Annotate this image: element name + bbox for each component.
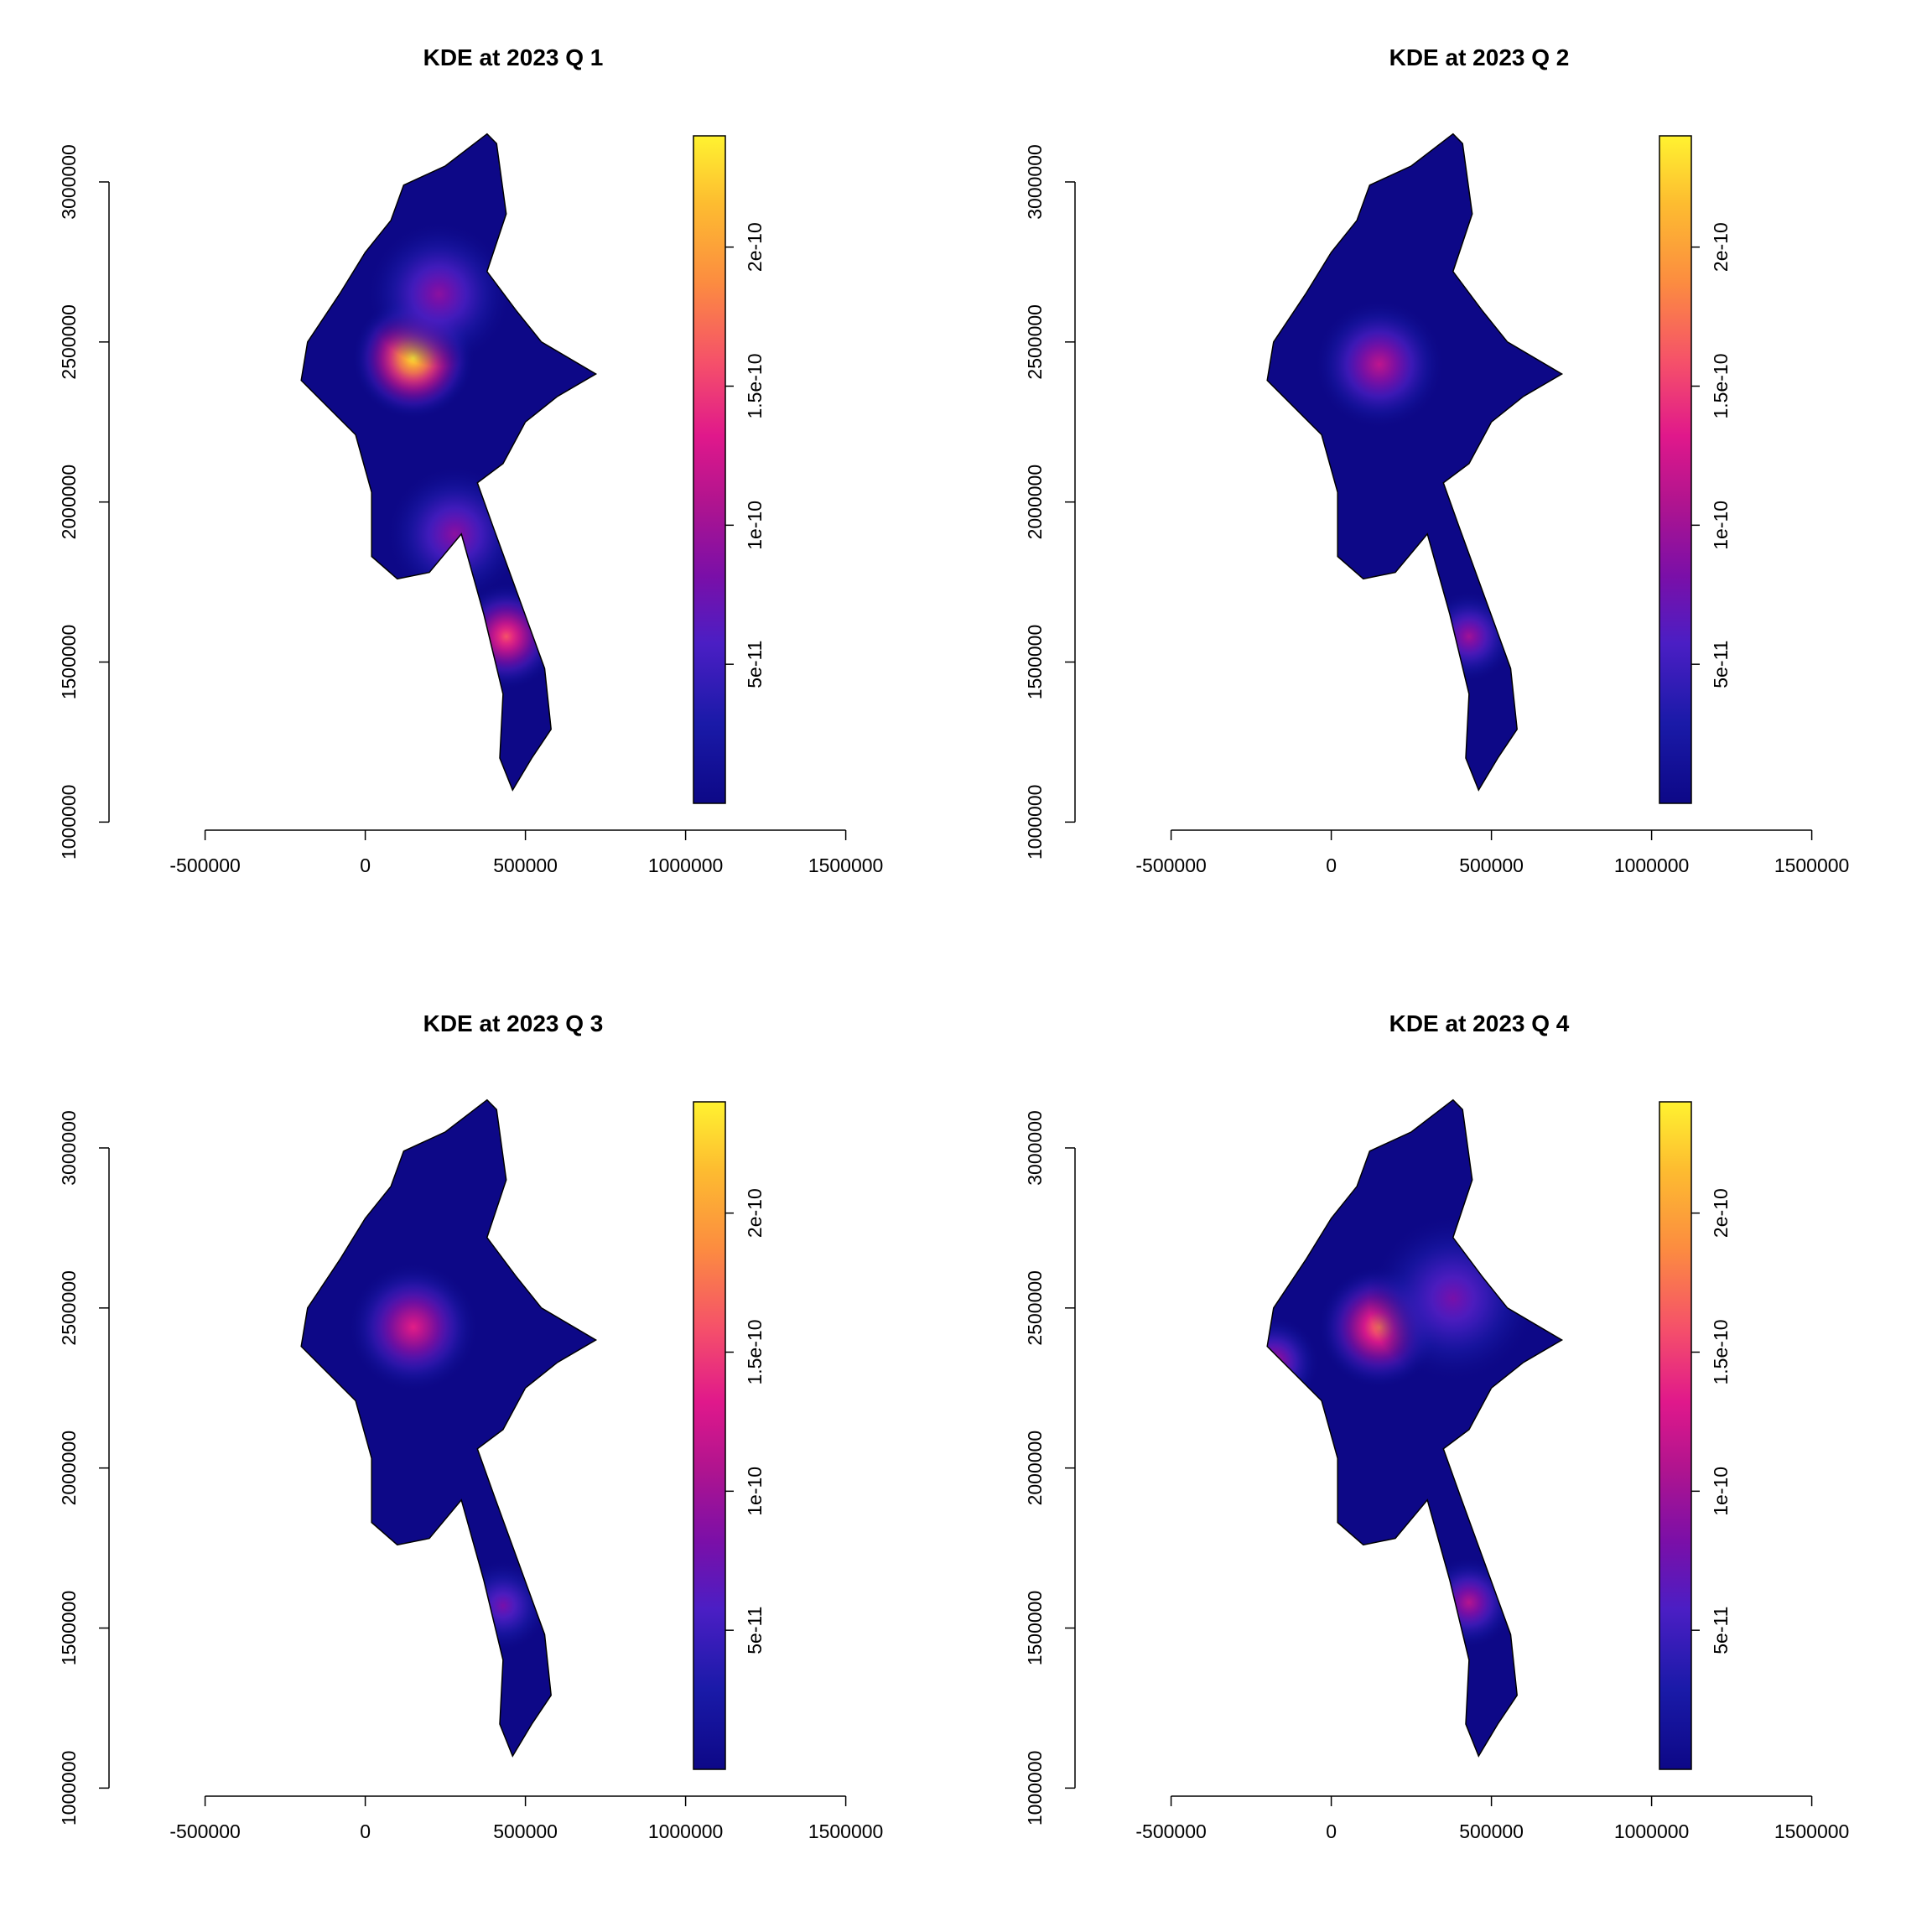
x-tick-label: 1500000 <box>1774 1820 1850 1842</box>
kde-hotspot <box>366 221 512 367</box>
x-tick-label: 1000000 <box>1614 854 1690 876</box>
legend-tick-label: 2e-10 <box>1710 222 1732 272</box>
legend-tick-label: 1.5e-10 <box>744 353 766 418</box>
y-tick-label: 1000000 <box>58 785 80 860</box>
legend-tick-label: 1.5e-10 <box>1710 353 1732 418</box>
kde-hotspot <box>347 1261 479 1393</box>
x-tick-label: 500000 <box>493 1820 558 1842</box>
kde-hotspot <box>1368 1213 1538 1384</box>
legend-tick-label: 2e-10 <box>744 1188 766 1238</box>
y-tick-label: 2000000 <box>1024 1431 1046 1506</box>
legend-colorbar <box>693 135 726 804</box>
legend-tick-label: 1e-10 <box>1710 501 1732 550</box>
y-tick-label: 2500000 <box>1024 304 1046 380</box>
y-tick-label: 2000000 <box>58 465 80 540</box>
panel-title: KDE at 2023 Q 1 <box>423 44 604 70</box>
x-tick-label: -500000 <box>1135 1820 1206 1842</box>
x-tick-label: 0 <box>1326 1820 1337 1842</box>
x-tick-label: 0 <box>360 1820 371 1842</box>
legend-colorbar <box>693 1101 726 1770</box>
density-surface <box>301 133 596 791</box>
panel-q2: KDE at 2023 Q 2 -500000 0 500000 1000000 150… <box>1024 44 1849 876</box>
legend-tick-label: 1.5e-10 <box>744 1319 766 1384</box>
legend-tick-label: 5e-11 <box>744 641 766 688</box>
x-tick-label: -500000 <box>169 1820 240 1842</box>
x-tick-label: 500000 <box>493 854 558 876</box>
kde-hotspot <box>386 465 525 604</box>
x-tick-label: 0 <box>360 854 371 876</box>
x-tick-label: 1500000 <box>808 1820 884 1842</box>
panel-q1: KDE at 2023 Q 1 -500000 0 500000 1000000 150… <box>58 44 883 876</box>
legend-tick-label: 1e-10 <box>744 501 766 550</box>
legend-tick-label: 2e-10 <box>1710 1188 1732 1238</box>
y-tick-label: 1500000 <box>1024 625 1046 700</box>
y-tick-label: 2500000 <box>58 1270 80 1346</box>
panel-title: KDE at 2023 Q 2 <box>1389 44 1570 70</box>
density-surface <box>301 1099 596 1757</box>
x-tick-label: 1500000 <box>1774 854 1850 876</box>
y-tick-label: 1000000 <box>1024 1751 1046 1826</box>
density-surface <box>1267 1099 1562 1757</box>
kde-hotspot <box>1422 589 1515 683</box>
legend-tick-label: 1e-10 <box>744 1467 766 1516</box>
x-tick-label: 500000 <box>1459 1820 1524 1842</box>
legend-tick-label: 5e-11 <box>1710 641 1732 688</box>
country-outline <box>1266 1098 1564 1758</box>
country-outline <box>300 132 598 792</box>
legend-tick-label: 5e-11 <box>1710 1607 1732 1654</box>
density-base <box>1267 1099 1562 1757</box>
x-tick-label: -500000 <box>169 854 240 876</box>
kde-hotspot <box>1422 1555 1515 1649</box>
y-tick-label: 2500000 <box>58 304 80 380</box>
panel-title: KDE at 2023 Q 3 <box>423 1010 604 1036</box>
y-tick-label: 1500000 <box>58 1591 80 1666</box>
legend-colorbar <box>1659 1101 1692 1770</box>
legend-colorbar <box>1659 135 1692 804</box>
y-tick-label: 2000000 <box>1024 465 1046 540</box>
legend-tick-label: 5e-11 <box>744 1607 766 1654</box>
y-tick-label: 2000000 <box>58 1431 80 1506</box>
x-tick-label: 1000000 <box>648 854 724 876</box>
density-base <box>301 1099 596 1757</box>
country-outline <box>300 1098 598 1758</box>
kde-hotspot <box>1267 1316 1320 1409</box>
y-tick-label: 3000000 <box>58 1110 80 1186</box>
x-tick-label: -500000 <box>1135 854 1206 876</box>
kde-hotspot <box>1313 299 1445 430</box>
y-tick-label: 3000000 <box>1024 144 1046 220</box>
y-tick-label: 3000000 <box>1024 1110 1046 1186</box>
density-surface <box>1267 133 1562 791</box>
country-outline <box>1266 132 1564 792</box>
x-tick-label: 500000 <box>1459 854 1524 876</box>
y-tick-label: 1000000 <box>1024 785 1046 860</box>
x-tick-label: 0 <box>1326 854 1337 876</box>
panel-q4: KDE at 2023 Q 4 -500000 0 500000 1000000 150… <box>1024 1010 1849 1842</box>
kde-hotspot <box>452 582 560 691</box>
y-tick-label: 1500000 <box>58 625 80 700</box>
legend-tick-label: 1e-10 <box>1710 1467 1732 1516</box>
legend-tick-label: 1.5e-10 <box>1710 1319 1732 1384</box>
y-tick-label: 1500000 <box>1024 1591 1046 1666</box>
panel-q3: KDE at 2023 Q 3 -500000 0 500000 1000000 150… <box>58 1010 883 1842</box>
panel-title: KDE at 2023 Q 4 <box>1389 1010 1570 1036</box>
y-tick-label: 1000000 <box>58 1751 80 1826</box>
x-tick-label: 1000000 <box>648 1820 724 1842</box>
x-tick-label: 1000000 <box>1614 1820 1690 1842</box>
kde-hotspot <box>456 1559 549 1652</box>
legend-tick-label: 2e-10 <box>744 222 766 272</box>
x-tick-label: 1500000 <box>808 854 884 876</box>
y-tick-label: 3000000 <box>58 144 80 220</box>
y-tick-label: 2500000 <box>1024 1270 1046 1346</box>
density-base <box>1267 133 1562 791</box>
